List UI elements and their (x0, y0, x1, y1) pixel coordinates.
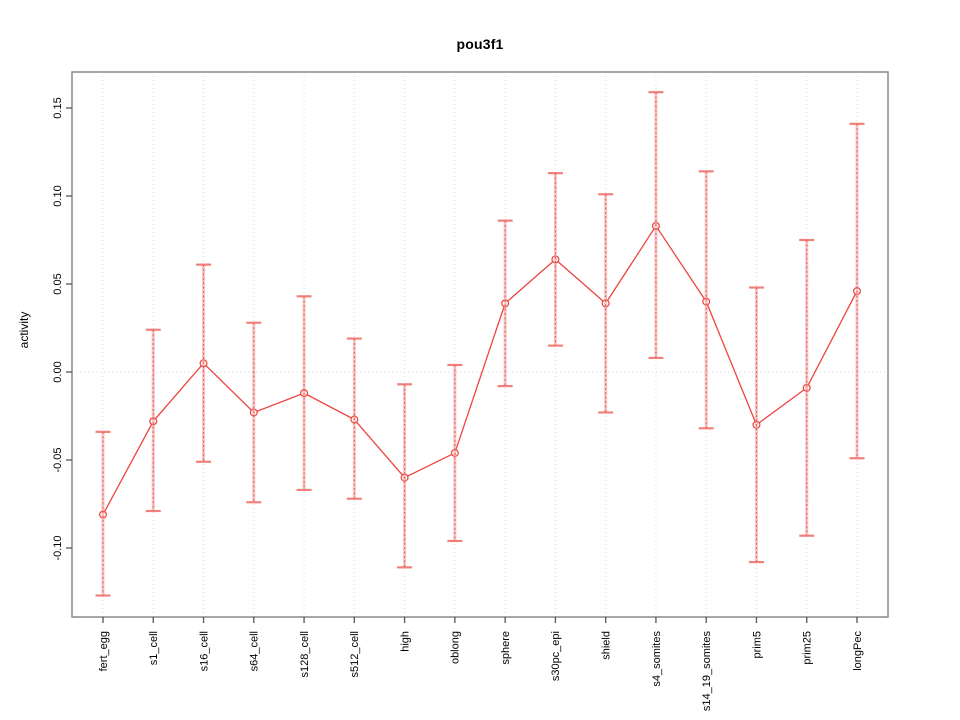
x-tick-label: prim25 (802, 631, 814, 665)
x-tick-label: s30pc_epi (550, 631, 562, 681)
plot-border (71, 71, 889, 618)
x-tick-label: shield (601, 631, 613, 660)
y-tick-label: -0.05 (52, 447, 64, 472)
y-tick-label: -0.10 (52, 535, 64, 560)
series-line (102, 224, 858, 515)
x-tick-label: oblong (450, 631, 462, 664)
x-tick-label: sphere (500, 631, 512, 665)
y-tick-label: 0.10 (52, 185, 64, 206)
x-tick-label: s4_somites (651, 631, 663, 687)
x-tick-label: high (399, 631, 411, 652)
y-axis-label: activity (17, 312, 31, 349)
x-tick-label: s512_cell (349, 631, 361, 677)
x-tick-label: s1_cell (148, 631, 160, 665)
chart-title: pou3f1 (456, 36, 504, 52)
x-tick-label: s64_cell (249, 631, 261, 671)
x-tick-label: longPec (852, 631, 864, 671)
y-tick-label: 0.15 (52, 97, 64, 118)
x-tick-label: fert_egg (98, 631, 110, 671)
y-tick-label: 0.00 (52, 361, 64, 382)
x-tick-label: s128_cell (299, 631, 311, 677)
x-tick-label: s14_19_somites (701, 631, 713, 712)
y-tick-label: 0.05 (52, 273, 64, 294)
x-tick-label: prim5 (751, 631, 763, 659)
x-tick-label: s16_cell (198, 631, 210, 671)
